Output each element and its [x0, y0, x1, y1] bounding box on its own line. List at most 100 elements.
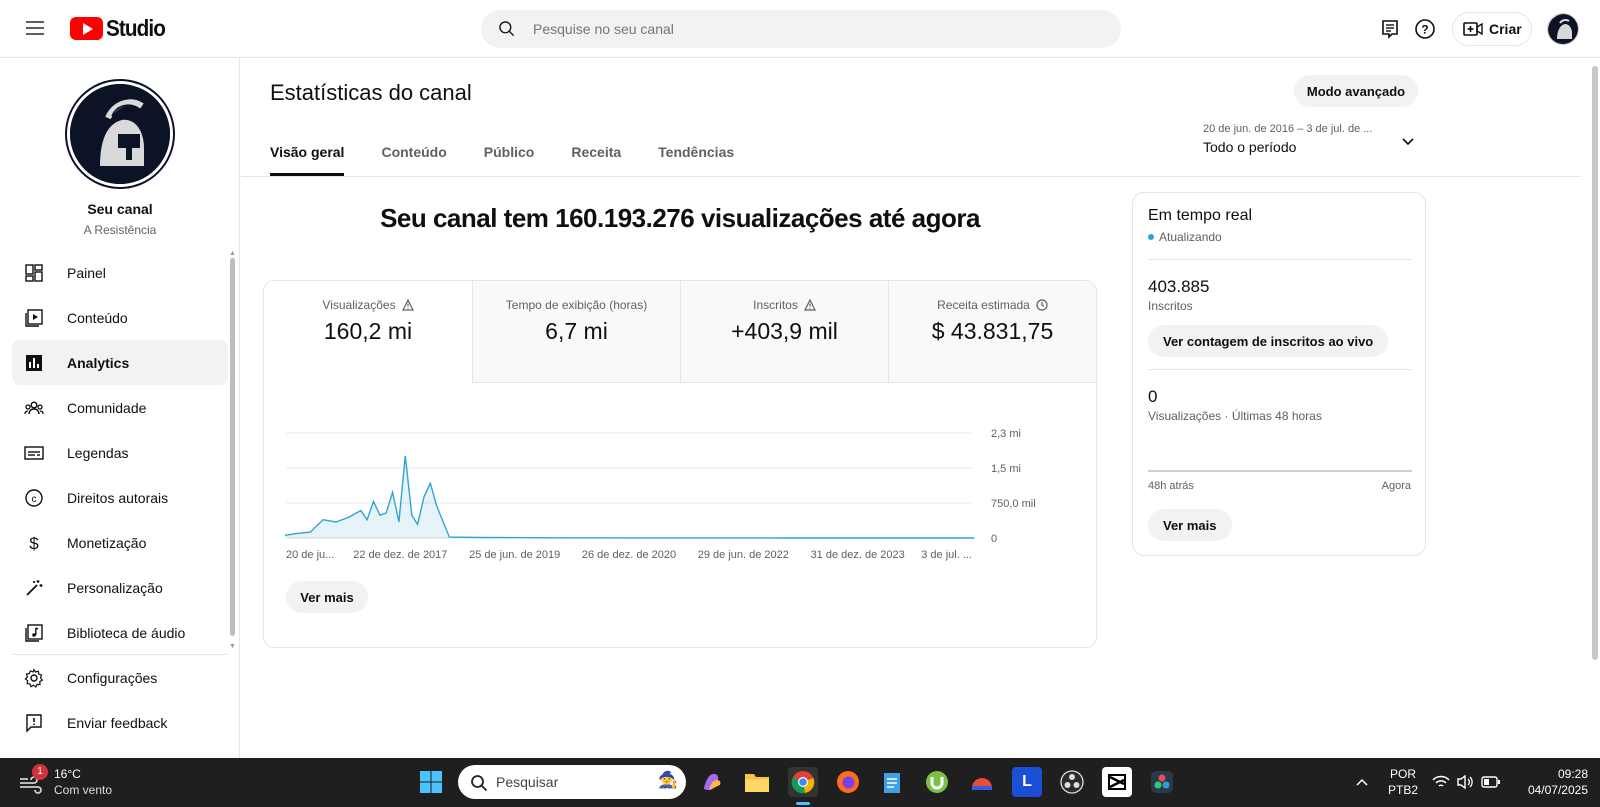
messages-icon[interactable]	[1378, 17, 1402, 41]
youtube-logo-icon	[70, 16, 103, 40]
divider	[1148, 369, 1412, 370]
tab-receita[interactable]: Receita	[571, 144, 622, 160]
file-explorer-icon[interactable]	[742, 767, 772, 797]
y-tick-label: 1,5 mi	[991, 463, 1021, 475]
volume-icon[interactable]	[1456, 774, 1474, 790]
live-dot-icon	[1148, 234, 1154, 240]
tab-visao-geral[interactable]: Visão geral	[270, 136, 345, 176]
taskbar-search[interactable]: Pesquisar 🧙	[458, 765, 686, 799]
sidebar-item-configuracoes[interactable]: Configurações	[12, 655, 228, 700]
tab-publico[interactable]: Público	[483, 144, 535, 160]
menu-icon[interactable]	[22, 17, 48, 41]
search-bar[interactable]	[481, 10, 1121, 48]
tab-conteudo[interactable]: Conteúdo	[381, 144, 447, 160]
davinci-resolve-icon[interactable]	[1147, 767, 1177, 797]
realtime-views-value: 0	[1148, 387, 1158, 406]
search-input[interactable]	[533, 10, 1093, 48]
sidebar-item-comunidade[interactable]: Comunidade	[12, 385, 228, 430]
clock-icon	[1036, 299, 1048, 311]
youtube-studio-logo[interactable]: Studio	[70, 14, 172, 42]
language-indicator[interactable]: POR PTB2	[1383, 766, 1423, 798]
main-scrollbar[interactable]	[1592, 66, 1598, 660]
account-avatar[interactable]	[1547, 13, 1579, 45]
realtime-card: Em tempo real Atualizando 403.885 Inscri…	[1132, 192, 1426, 556]
capcut-icon[interactable]	[1102, 767, 1132, 797]
sidebar-item-label: Personalização	[67, 579, 163, 596]
language-bottom: PTB2	[1387, 783, 1418, 797]
sidebar-item-personalizacao[interactable]: Personalização	[12, 565, 228, 610]
windows-start-icon[interactable]	[416, 767, 446, 797]
metric-value: 160,2 mi	[323, 318, 413, 344]
chevron-down-icon	[1402, 138, 1414, 146]
weather-widget[interactable]: 1 16°C Com vento	[18, 764, 113, 798]
advanced-mode-button[interactable]: Modo avançado	[1294, 75, 1418, 107]
sidebar-item-biblioteca-de-audio[interactable]: Biblioteca de áudio	[12, 610, 228, 655]
realtime-see-more-button[interactable]: Ver mais	[1148, 509, 1232, 541]
svg-text:$: $	[29, 534, 39, 553]
sidebar-item-conteudo[interactable]: Conteúdo	[12, 295, 228, 340]
sidebar-scroll-up[interactable]: ▲	[229, 250, 236, 257]
period-selector[interactable]: 20 de jun. de 2016 – 3 de jul. de ... To…	[1203, 123, 1423, 163]
sidebar: Seu canal A Resistência Painel Conteúdo …	[0, 58, 240, 758]
sidebar-item-painel[interactable]: Painel	[12, 250, 228, 295]
x-tick-label: 3 de jul. ...	[921, 549, 972, 561]
y-tick-label: 2,3 mi	[991, 428, 1021, 440]
metric-value: $ 43.831,75	[931, 318, 1054, 344]
live-subscriber-count-button[interactable]: Ver contagem de inscritos ao vivo	[1148, 325, 1389, 357]
firefox-icon[interactable]	[833, 767, 863, 797]
sidebar-item-analytics[interactable]: Analytics	[12, 340, 228, 385]
x-tick-label: 22 de dez. de 2017	[353, 549, 447, 561]
clock-time: 09:28	[1557, 767, 1588, 781]
language-top: POR	[1389, 767, 1416, 781]
sidebar-item-direitos-autorais[interactable]: c Direitos autorais	[12, 475, 228, 520]
l-app-icon[interactable]: L	[1012, 767, 1042, 797]
taskbar-search-label: Pesquisar	[496, 774, 559, 790]
chrome-icon[interactable]	[788, 767, 818, 797]
metric-label: Tempo de exibição (horas)	[505, 298, 648, 312]
svg-text:?: ?	[1421, 23, 1428, 37]
obs-icon[interactable]	[1057, 767, 1087, 797]
period-range: 20 de jun. de 2016 – 3 de jul. de ...	[1203, 123, 1373, 135]
views-line-chart: 2,3 mi 1,5 mi 750,0 mil 0 20 de ju... 22 de d…	[284, 428, 1036, 561]
sidebar-item-label: Conteúdo	[67, 309, 128, 326]
sidebar-bottom: Configurações Enviar feedback	[12, 654, 228, 745]
metric-subscribers[interactable]: Inscritos +403,9 mil	[680, 281, 888, 383]
chevron-up-icon[interactable]	[1355, 776, 1369, 788]
logo-text: Studio	[106, 14, 166, 41]
metric-value: +403,9 mil	[731, 318, 838, 344]
x-tick-label: 26 de dez. de 2020	[582, 549, 676, 561]
channel-avatar[interactable]	[67, 81, 173, 187]
app-icon[interactable]	[967, 767, 997, 797]
realtime-axis-start: 48h atrás	[1148, 480, 1194, 492]
weather-desc: Com vento	[54, 783, 113, 797]
utorrent-icon[interactable]	[922, 767, 952, 797]
help-icon[interactable]: ?	[1413, 17, 1437, 41]
sidebar-item-label: Legendas	[67, 444, 129, 461]
monetization-icon: $	[24, 533, 44, 553]
sidebar-item-enviar-feedback[interactable]: Enviar feedback	[12, 700, 228, 745]
sidebar-scrollbar[interactable]	[230, 258, 235, 636]
clock[interactable]: 09:28 04/07/2025	[1508, 766, 1588, 798]
sidebar-item-label: Analytics	[67, 354, 130, 371]
battery-icon[interactable]	[1481, 776, 1501, 788]
tab-tendencias[interactable]: Tendências	[658, 144, 735, 160]
sidebar-item-monetizacao[interactable]: $ Monetização	[12, 520, 228, 565]
search-highlight-icon: 🧙	[658, 772, 678, 789]
metric-tabs: Visualizações 160,2 mi Tempo de exibição…	[264, 281, 1096, 383]
realtime-subscribers-value: 403.885	[1148, 277, 1210, 296]
customization-icon	[24, 578, 44, 598]
feedback-icon	[24, 713, 44, 733]
sidebar-item-legendas[interactable]: Legendas	[12, 430, 228, 475]
notepad-icon[interactable]	[877, 767, 907, 797]
settings-icon	[24, 667, 44, 688]
sidebar-item-label: Monetização	[67, 534, 147, 551]
create-button[interactable]: Criar	[1452, 12, 1532, 46]
sidebar-scroll-down[interactable]: ▼	[229, 643, 236, 650]
metric-revenue[interactable]: Receita estimada $ 43.831,75	[888, 281, 1096, 383]
wifi-icon[interactable]	[1432, 775, 1450, 789]
x-tick-label: 31 de dez. de 2023	[811, 549, 905, 561]
metric-views[interactable]: Visualizações 160,2 mi	[264, 281, 472, 383]
see-more-button[interactable]: Ver mais	[286, 581, 368, 613]
metric-watch-time[interactable]: Tempo de exibição (horas) 6,7 mi	[472, 281, 680, 383]
copilot-icon[interactable]	[697, 767, 727, 797]
